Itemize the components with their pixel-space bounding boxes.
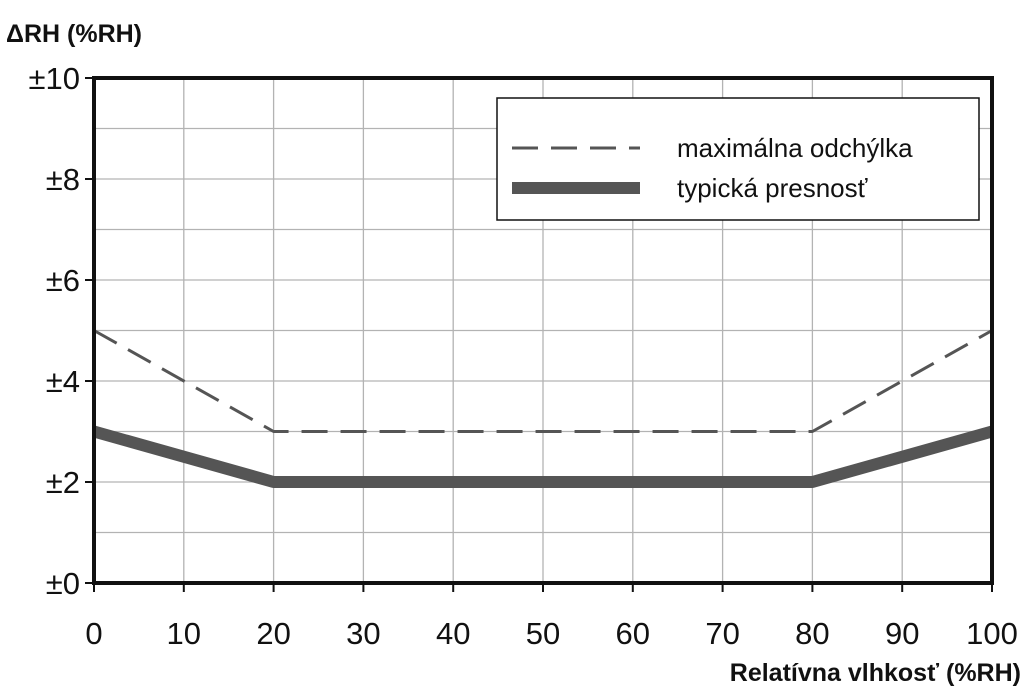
axis-ticks: 0 10 20 30 40 50 60 70 80 90 100 ±0 ±2 ±4 ±6 ±8 ±10 [29,61,1018,651]
x-tick-label: 30 [346,616,380,651]
x-tick-label: 60 [616,616,650,651]
legend-label: maximálna odchýlka [677,133,913,163]
y-tick-label: ±8 [46,162,80,197]
y-tick-label: ±4 [46,364,80,399]
x-tick-label: 70 [705,616,739,651]
y-tick-label: ±2 [46,465,80,500]
y-tick-label: ±6 [46,263,80,298]
y-axis-label: ΔRH (%RH) [6,20,142,48]
typical-accuracy-line [92,425,994,488]
x-tick-label: 10 [167,616,201,651]
x-tick-label: 40 [436,616,470,651]
y-tick-label: ±0 [46,566,80,601]
series-lines [92,329,994,488]
x-tick-label: 100 [966,616,1018,651]
x-tick-label: 80 [795,616,829,651]
max-deviation-line [93,329,993,433]
y-tick-label: ±10 [29,61,81,96]
legend: maximálna odchýlka typická presnosť [496,97,980,221]
x-tick-label: 90 [885,616,919,651]
legend-label: typická presnosť [677,173,868,203]
x-tick-label: 20 [256,616,290,651]
x-tick-label: 50 [526,616,560,651]
x-tick-label: 0 [85,616,102,651]
legend-box [496,97,980,221]
x-axis-label: Relatívna vlhkosť (%RH) [730,659,1021,687]
